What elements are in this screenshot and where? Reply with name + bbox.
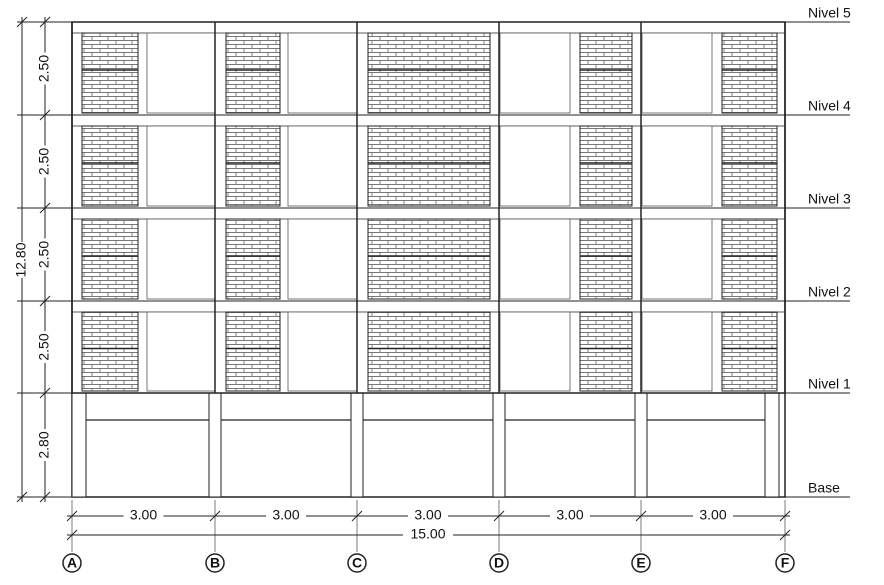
floor-height: 2.50 bbox=[36, 148, 52, 175]
dimension-tick bbox=[16, 16, 28, 28]
window-opening bbox=[146, 125, 216, 207]
brick-infill bbox=[81, 32, 139, 114]
brick-infill bbox=[367, 125, 491, 207]
column bbox=[492, 392, 506, 498]
brick-infill bbox=[721, 32, 778, 114]
brick-infill bbox=[579, 125, 633, 207]
brick-infill bbox=[225, 32, 281, 114]
dim-bg bbox=[123, 508, 164, 522]
brick-infill bbox=[81, 125, 139, 207]
level-label: Base bbox=[808, 480, 840, 496]
dim-bg bbox=[408, 508, 448, 522]
level-label: Nivel 2 bbox=[808, 284, 851, 300]
column bbox=[71, 392, 87, 498]
column bbox=[350, 392, 364, 498]
window-opening bbox=[146, 311, 216, 392]
window-opening bbox=[146, 32, 216, 114]
floor-height: 2.80 bbox=[36, 431, 52, 458]
bay-width: 3.00 bbox=[414, 507, 441, 523]
brick-infill bbox=[367, 218, 491, 300]
frame-drawing: Nivel 5 Nivel 4 Nivel 3 Nivel 2 Nivel 1 Base 2… bbox=[13, 5, 851, 573]
axis-label: E bbox=[636, 555, 645, 571]
window-opening bbox=[641, 32, 713, 114]
bay-width: 3.00 bbox=[699, 507, 726, 523]
brick-infill bbox=[367, 311, 491, 392]
window-opening bbox=[641, 311, 713, 392]
brick-infill bbox=[579, 311, 633, 392]
dimension-tick bbox=[66, 529, 78, 541]
column bbox=[764, 392, 780, 498]
bay-width: 3.00 bbox=[272, 507, 299, 523]
dim-bg bbox=[38, 145, 52, 178]
column bbox=[634, 392, 648, 498]
level-label: Nivel 4 bbox=[808, 98, 851, 114]
brick-infill bbox=[81, 311, 139, 392]
dim-bg bbox=[550, 508, 590, 522]
dim-bg bbox=[266, 508, 306, 522]
dim-bg bbox=[38, 238, 52, 271]
dim-bg bbox=[15, 242, 29, 278]
brick-infill bbox=[721, 125, 778, 207]
total-width: 15.00 bbox=[410, 526, 445, 542]
dim-bg bbox=[693, 508, 733, 522]
brick-infill bbox=[225, 311, 281, 392]
axis-bubble bbox=[775, 553, 795, 573]
window-opening bbox=[287, 218, 358, 300]
level-label: Nivel 5 bbox=[808, 5, 851, 21]
window-opening bbox=[499, 218, 571, 300]
bay-width: 3.00 bbox=[130, 507, 157, 523]
dim-bg bbox=[38, 52, 52, 85]
axis-bubble bbox=[205, 553, 225, 573]
brick-infill bbox=[721, 311, 778, 392]
level-label: Nivel 3 bbox=[808, 191, 851, 207]
total-height: 12.80 bbox=[13, 242, 29, 277]
axis-label: B bbox=[210, 555, 220, 571]
level-label: Nivel 1 bbox=[808, 376, 851, 392]
brick-infill bbox=[721, 218, 778, 300]
axis-label: C bbox=[352, 555, 362, 571]
axis-label: A bbox=[67, 555, 77, 571]
dimension-tick bbox=[779, 529, 791, 541]
window-opening bbox=[287, 125, 358, 207]
axis-label: D bbox=[494, 555, 504, 571]
floor-height: 2.50 bbox=[36, 333, 52, 360]
window-opening bbox=[641, 125, 713, 207]
window-opening bbox=[146, 218, 216, 300]
axis-bubble bbox=[631, 553, 651, 573]
floor-height: 2.50 bbox=[36, 55, 52, 82]
window-opening bbox=[287, 32, 358, 114]
bay-width: 3.00 bbox=[556, 507, 583, 523]
brick-infill bbox=[225, 125, 281, 207]
axis-bubble bbox=[347, 553, 367, 573]
window-opening bbox=[499, 32, 571, 114]
dim-bg bbox=[38, 429, 52, 461]
window-opening bbox=[499, 125, 571, 207]
axis-label: F bbox=[781, 555, 790, 571]
floor-height: 2.50 bbox=[36, 241, 52, 268]
brick-infill bbox=[81, 218, 139, 300]
window-opening bbox=[499, 311, 571, 392]
dimension-tick bbox=[16, 491, 28, 503]
dim-bg bbox=[38, 331, 52, 363]
brick-infill bbox=[579, 32, 633, 114]
axis-bubble bbox=[489, 553, 509, 573]
axis-bubble bbox=[62, 553, 82, 573]
brick-infill bbox=[579, 218, 633, 300]
window-opening bbox=[641, 218, 713, 300]
window-opening bbox=[287, 311, 358, 392]
brick-infill bbox=[225, 218, 281, 300]
brick-infill bbox=[367, 32, 491, 114]
dim-bg bbox=[403, 528, 453, 542]
column bbox=[208, 392, 222, 498]
